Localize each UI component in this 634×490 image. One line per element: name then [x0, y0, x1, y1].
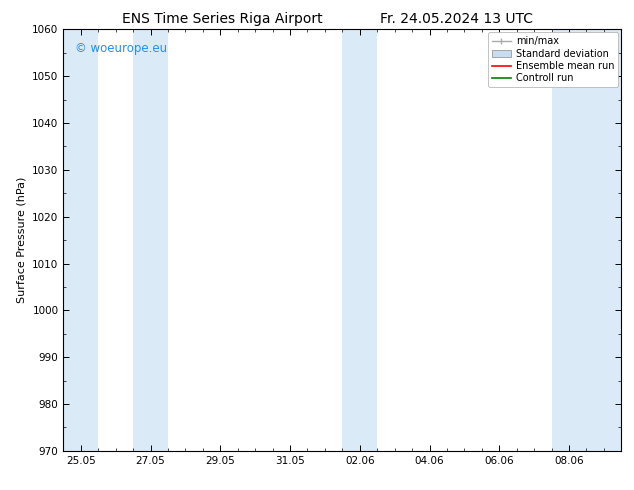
Bar — [63, 29, 98, 451]
Bar — [552, 29, 621, 451]
Bar — [342, 29, 377, 451]
Text: Fr. 24.05.2024 13 UTC: Fr. 24.05.2024 13 UTC — [380, 12, 533, 26]
Text: ENS Time Series Riga Airport: ENS Time Series Riga Airport — [122, 12, 322, 26]
Bar — [133, 29, 168, 451]
Y-axis label: Surface Pressure (hPa): Surface Pressure (hPa) — [16, 177, 27, 303]
Text: © woeurope.eu: © woeurope.eu — [75, 42, 167, 55]
Legend: min/max, Standard deviation, Ensemble mean run, Controll run: min/max, Standard deviation, Ensemble me… — [488, 32, 618, 87]
